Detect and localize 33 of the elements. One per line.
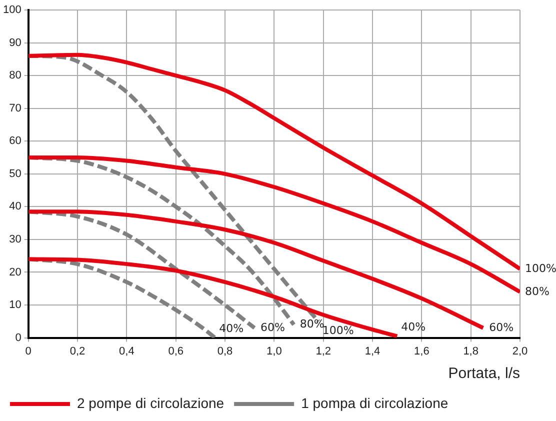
y-tick-label: 40 [9, 200, 22, 213]
x-tick-label: 1,2 [316, 345, 331, 358]
annotation: 80% [300, 318, 324, 331]
x-tick-label: 1,6 [414, 345, 430, 358]
annotation: 60% [260, 320, 285, 334]
x-tick-label: 0,2 [70, 345, 86, 358]
x-tick-label: 2,0 [512, 345, 528, 358]
y-tick-label: 30 [9, 233, 22, 246]
x-tick-label: 0 [25, 345, 32, 358]
annotation: 40% [401, 320, 426, 334]
x-tick-label: 1,4 [364, 345, 380, 358]
x-tick-label: 0,4 [119, 345, 134, 358]
line-series [28, 257, 400, 338]
y-tick-label: 60 [9, 135, 22, 148]
y-tick-label: 20 [9, 266, 22, 278]
x-tick-label: 0,6 [168, 345, 184, 358]
y-tick-label: 50 [9, 168, 22, 180]
y-tick-label: 80 [9, 70, 22, 82]
y-tick-label: 0 [15, 332, 22, 344]
x-tick-label: 1,0 [266, 345, 282, 358]
y-tick-label: 100 [2, 4, 22, 16]
x-axis-title: Portata, l/s [448, 365, 520, 382]
x-tick-label: 0,8 [217, 345, 233, 358]
annotation: 60% [489, 320, 514, 334]
y-tick-label: 70 [9, 102, 22, 114]
x-tick-label: 1,8 [463, 345, 478, 358]
legend-label: 1 pompa di circolazione [301, 394, 448, 411]
legend-label: 2 pompe di circolazione [77, 394, 224, 411]
y-tick-label: 10 [9, 299, 22, 312]
annotation: 80% [525, 284, 550, 298]
y-tick-label: 90 [9, 36, 22, 49]
annotation: 100% [525, 262, 556, 275]
annotation: 40% [219, 322, 244, 336]
